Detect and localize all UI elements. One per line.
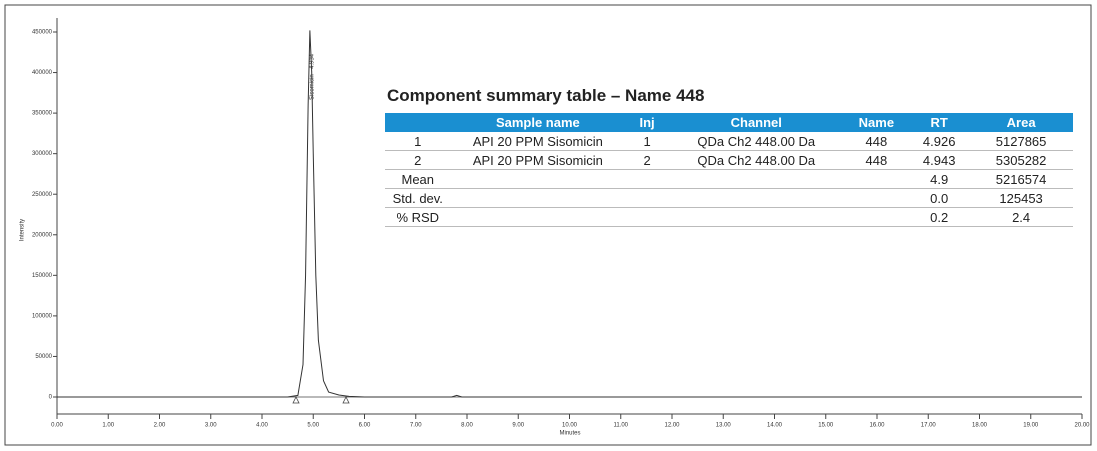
y-tick-label: 50000: [35, 354, 52, 360]
table-cell: [668, 188, 844, 208]
x-tick-label: 16.00: [869, 423, 885, 429]
x-tick-label: 12.00: [664, 423, 680, 429]
x-tick-label: 6.00: [359, 423, 371, 429]
x-tick-label: 0.00: [51, 423, 63, 429]
x-tick-label: 3.00: [205, 423, 217, 429]
summary-table: Component summary table – Name 448 Sampl…: [385, 86, 1073, 227]
x-tick-label: 20.00: [1074, 423, 1090, 429]
table-row: 1 API 20 PPM Sisomicin 1 QDa Ch2 448.00 Da 4…: [385, 132, 1073, 151]
table-cell: 4.943: [909, 150, 970, 170]
peak-label: Sisomicin - 4.934: [309, 53, 315, 100]
x-tick-label: 13.00: [716, 423, 732, 429]
table-cell: [450, 188, 626, 208]
table-cell: 4.9: [909, 169, 970, 189]
x-tick-label: 19.00: [1023, 423, 1039, 429]
table-cell: QDa Ch2 448.00 Da: [668, 150, 844, 170]
table-row: Mean 4.9 5216574: [385, 169, 1073, 189]
y-tick-label: 450000: [32, 30, 53, 36]
table-cell: [843, 169, 910, 189]
table-cell: 448: [843, 150, 910, 170]
y-tick-label: 350000: [32, 111, 53, 117]
x-tick-label: 10.00: [562, 423, 578, 429]
integration-marker: [292, 396, 300, 404]
table-row: 2 API 20 PPM Sisomicin 2 QDa Ch2 448.00 Da 4…: [385, 150, 1073, 170]
table-cell: 0.2: [909, 207, 970, 227]
y-tick-label: 400000: [32, 70, 53, 76]
table-cell: 5216574: [969, 169, 1073, 189]
header-cell: Name: [843, 113, 910, 132]
y-tick-label: 100000: [32, 313, 53, 319]
x-tick-label: 4.00: [256, 423, 268, 429]
table-cell: [625, 188, 669, 208]
header-cell: RT: [909, 113, 970, 132]
table-cell: [843, 207, 910, 227]
header-cell: Channel: [668, 113, 844, 132]
table-cell: 4.926: [909, 132, 970, 151]
table-cell: API 20 PPM Sisomicin: [450, 150, 626, 170]
x-tick-label: 15.00: [818, 423, 834, 429]
table-cell: [450, 207, 626, 227]
table-cell: 5127865: [969, 132, 1073, 151]
table-cell: 1: [625, 132, 669, 151]
frame: [4, 4, 1092, 446]
table-cell: [668, 207, 844, 227]
header-cell: Inj: [625, 113, 669, 132]
y-tick-label: 300000: [32, 151, 53, 157]
table-cell: Std. dev.: [385, 188, 451, 208]
x-tick-label: 18.00: [972, 423, 988, 429]
table-cell: 0.0: [909, 188, 970, 208]
table-cell: QDa Ch2 448.00 Da: [668, 132, 844, 151]
table-cell: [450, 169, 626, 189]
header-cell: Sample name: [450, 113, 626, 132]
x-tick-label: 2.00: [154, 423, 166, 429]
x-tick-label: 5.00: [307, 423, 319, 429]
x-tick-label: 9.00: [512, 423, 524, 429]
table-cell: [625, 207, 669, 227]
table-cell: [625, 169, 669, 189]
table-row: % RSD 0.2 2.4: [385, 207, 1073, 227]
y-tick-label: 0: [49, 395, 53, 401]
table-cell: 448: [843, 132, 910, 151]
table-cell: Mean: [385, 169, 451, 189]
table-cell: 1: [385, 132, 451, 151]
chromatogram: [57, 30, 1082, 398]
header-cell: [385, 113, 451, 132]
table-cell: [843, 188, 910, 208]
x-tick-label: 14.00: [767, 423, 783, 429]
x-tick-label: 1.00: [102, 423, 114, 429]
table-title: Component summary table – Name 448: [387, 86, 705, 105]
table-row: Std. dev. 0.0 125453: [385, 188, 1073, 208]
y-axis-label: Intensity: [20, 219, 26, 241]
x-tick-label: 17.00: [921, 423, 937, 429]
table-cell: 2: [625, 150, 669, 170]
header-cell: Area: [969, 113, 1073, 132]
table-cell: API 20 PPM Sisomicin: [450, 132, 626, 151]
x-tick-label: 8.00: [461, 423, 473, 429]
table-cell: 2.4: [969, 207, 1073, 227]
table-cell: 5305282: [969, 150, 1073, 170]
table-cell: % RSD: [385, 207, 451, 227]
table-cell: [668, 169, 844, 189]
y-tick-label: 250000: [32, 192, 53, 198]
x-axis-label: Minutes: [559, 431, 580, 437]
y-tick-label: 150000: [32, 273, 53, 279]
y-tick-label: 200000: [32, 232, 53, 238]
integration-marker: [342, 396, 350, 404]
x-tick-label: 7.00: [410, 423, 422, 429]
table-cell: 2: [385, 150, 451, 170]
table: Sample name Inj Channel Name RT Area 1 API 20 P…: [385, 113, 1073, 227]
x-tick-label: 11.00: [613, 423, 628, 429]
table-cell: 125453: [969, 188, 1073, 208]
